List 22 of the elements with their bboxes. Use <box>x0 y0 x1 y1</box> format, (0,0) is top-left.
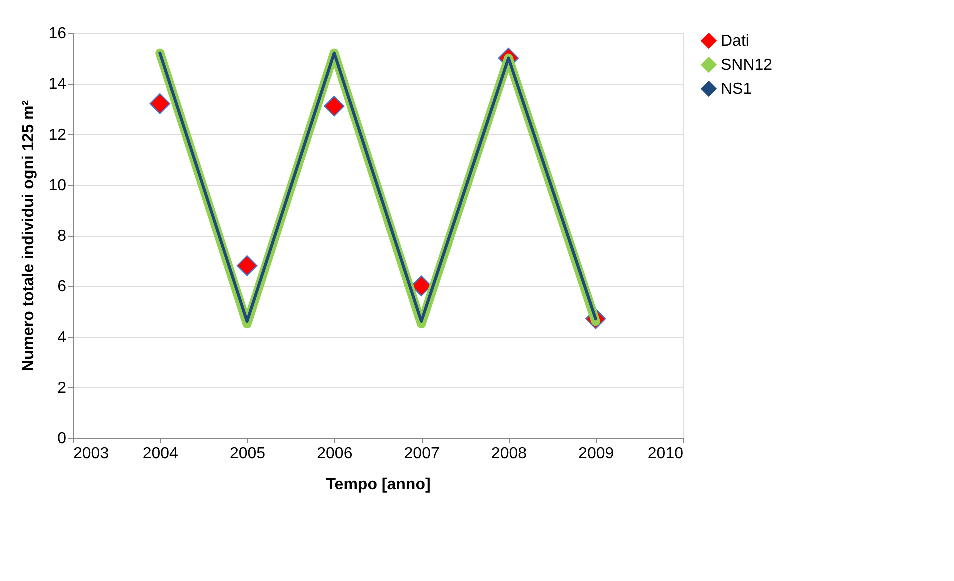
x-tick-label: 2006 <box>317 446 353 462</box>
y-axis-title: Numero totale individui ogni 125 m² <box>20 100 38 372</box>
x-tick-label: 2004 <box>142 446 179 462</box>
legend-label: SNN12 <box>721 57 773 74</box>
y-tick-label: 6 <box>58 278 67 296</box>
x-tick-label: 2003 <box>74 446 110 462</box>
x-axis-title: Tempo [anno] <box>326 476 431 494</box>
x-tick-label: 2007 <box>404 446 440 462</box>
y-tick-label: 16 <box>48 26 67 42</box>
y-tick-label: 4 <box>58 329 67 346</box>
y-tick-label: 8 <box>58 228 67 245</box>
x-tick-label: 2010 <box>648 446 684 462</box>
y-tick-label: 14 <box>48 76 67 94</box>
legend-label: NS1 <box>721 81 752 98</box>
y-tick-label: 0 <box>58 430 67 448</box>
y-tick-label: 2 <box>58 380 67 397</box>
x-tick-label: 2005 <box>230 446 266 462</box>
legend-label: Dati <box>721 33 750 50</box>
y-tick-label: 10 <box>48 177 67 194</box>
x-tick-label: 2009 <box>578 446 614 462</box>
y-tick-label: 12 <box>48 126 67 144</box>
x-tick-label: 2008 <box>491 446 528 462</box>
